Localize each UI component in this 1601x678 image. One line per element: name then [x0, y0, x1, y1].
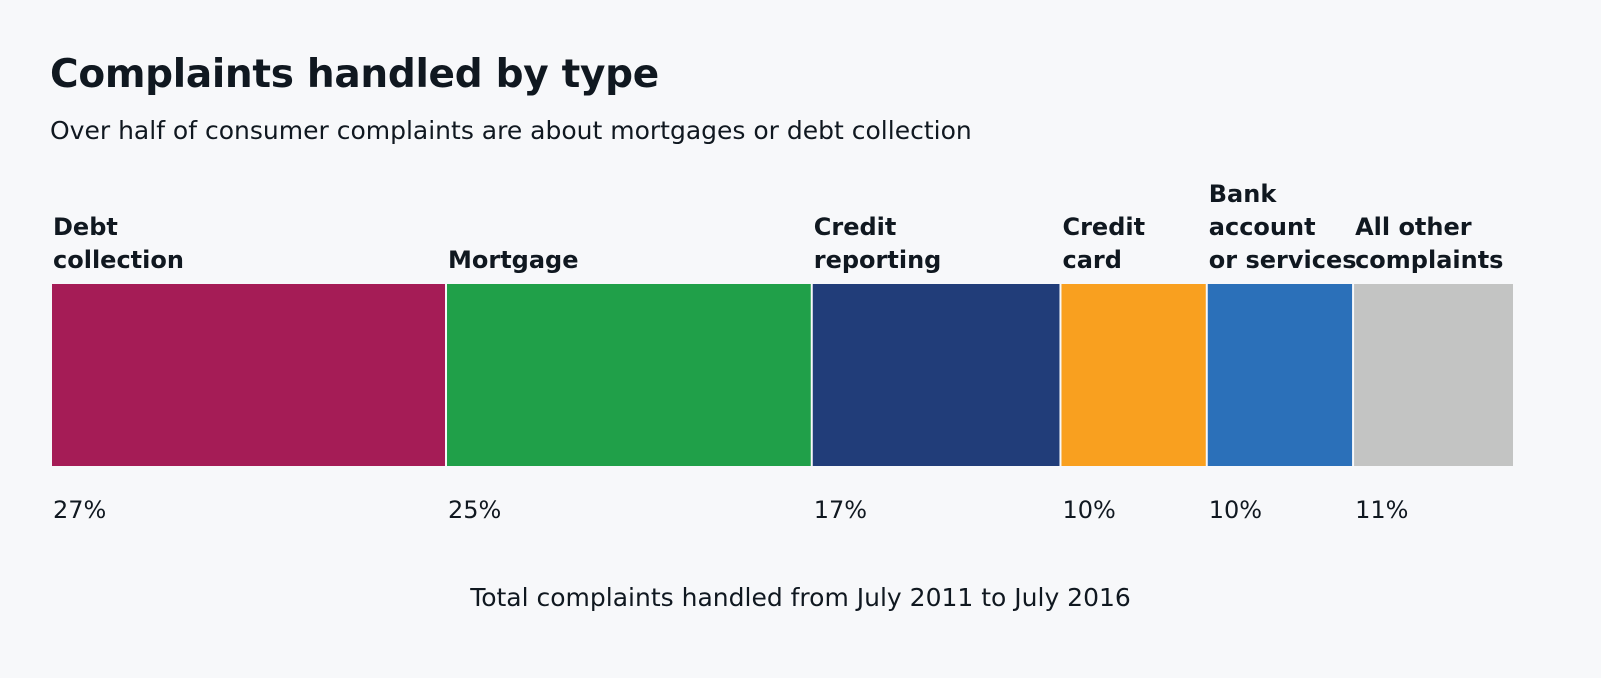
value-label-credit-card: 10% [1062, 496, 1115, 524]
bar-segment-all-other-complaints [1354, 284, 1513, 466]
value-label-credit-reporting: 17% [814, 496, 867, 524]
chart-footnote: Total complaints handled from July 2011 … [470, 583, 1131, 612]
value-label-bank-account-or-services: 10% [1209, 496, 1262, 524]
category-label-bank-account-or-services: Bank account or services [1209, 180, 1357, 274]
bar-segment-credit-card [1061, 284, 1206, 466]
category-label-credit-card: Credit card [1062, 213, 1145, 274]
bar-segment-bank-account-or-services [1207, 284, 1353, 466]
bar-segment-mortgage [447, 284, 811, 466]
category-label-credit-reporting: Credit reporting [814, 213, 942, 274]
chart-subtitle: Over half of consumer complaints are abo… [50, 116, 972, 145]
value-label-mortgage: 25% [448, 496, 501, 524]
bar-segment-credit-reporting [812, 284, 1060, 466]
value-label-debt-collection: 27% [53, 496, 106, 524]
category-label-debt-collection: Debt collection [53, 213, 184, 274]
bar-segment-debt-collection [52, 284, 446, 466]
category-label-all-other-complaints: All other complaints [1355, 213, 1503, 274]
value-label-all-other-complaints: 11% [1355, 496, 1408, 524]
category-label-mortgage: Mortgage [448, 246, 579, 274]
chart-title: Complaints handled by type [50, 52, 659, 97]
